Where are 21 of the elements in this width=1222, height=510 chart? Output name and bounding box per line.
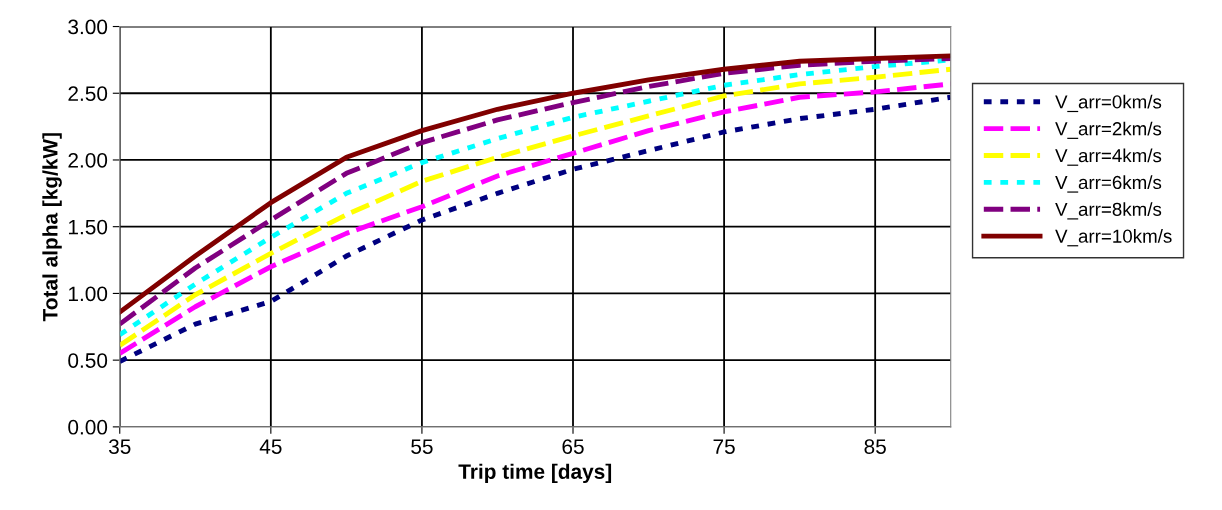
y-tick-label: 3.00 [68, 19, 108, 35]
y-tick-label: 0.50 [68, 353, 108, 368]
y-axis-title: Total alpha [kg/kW] [42, 133, 62, 322]
x-tick-label: 75 [713, 439, 735, 454]
y-tick-label: 1.50 [69, 219, 108, 235]
x-tick-label: 85 [864, 439, 886, 454]
legend-label: V_arr=10km/s [1055, 229, 1172, 247]
legend-label: V_arr=0km/s [1055, 94, 1162, 113]
y-tick-label: 2.50 [68, 86, 108, 101]
legend-label: V_arr=4km/s [1055, 148, 1162, 166]
legend-label: V_arr=2km/s [1055, 121, 1162, 139]
x-tick-label: 65 [562, 439, 584, 454]
y-tick-label: 0.00 [68, 419, 108, 435]
x-axis-title: Trip time [days] [458, 463, 612, 484]
y-tick-label: 2.00 [68, 152, 108, 168]
legend-label: V_arr=6km/s [1055, 175, 1162, 193]
legend-label: V_arr=8km/s [1055, 202, 1162, 220]
x-tick-label: 35 [108, 439, 131, 454]
y-tick-label: 1.00 [69, 286, 108, 302]
x-tick-label: 45 [259, 439, 282, 454]
x-tick-label: 55 [411, 439, 433, 454]
